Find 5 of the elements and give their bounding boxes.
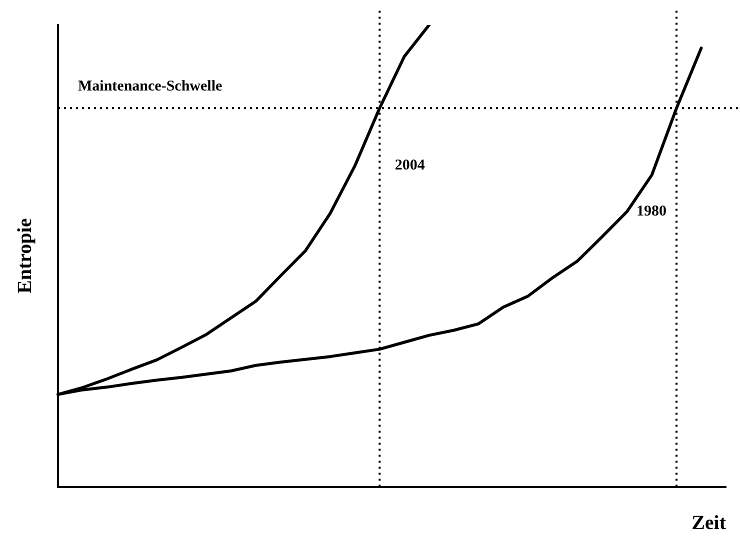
x-axis-title: Zeit <box>692 512 726 534</box>
y-axis-title: Entropie <box>14 218 36 294</box>
text: 2004 <box>394 158 426 174</box>
ref-line-label: Maintenance-Schwelle <box>78 78 222 94</box>
series-label: 1980 <box>636 203 667 220</box>
